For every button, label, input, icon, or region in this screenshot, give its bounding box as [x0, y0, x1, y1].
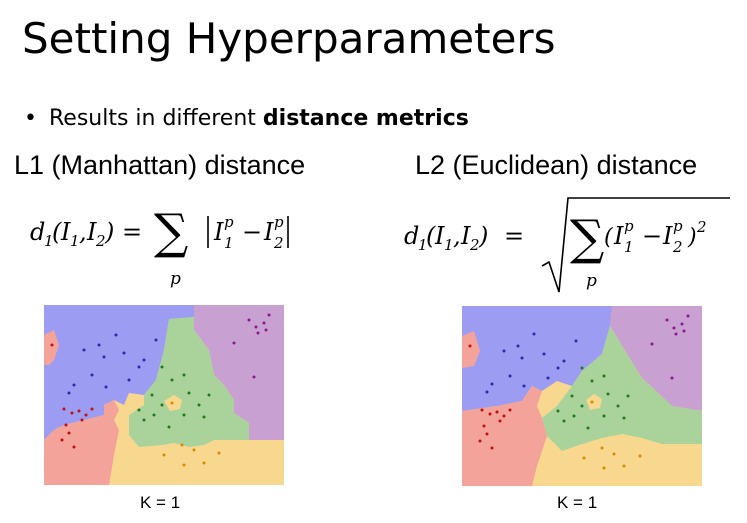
svg-text:∑: ∑ — [570, 210, 604, 266]
l2-region-purple — [610, 306, 702, 411]
l2-formula-graphic: d 1 ( I 1 , I 2 ) = ∑ p ( I 1 p − I 2 p … — [404, 197, 730, 293]
svg-text:=: = — [504, 222, 524, 250]
svg-text:1: 1 — [624, 238, 634, 256]
svg-text:I: I — [86, 218, 97, 246]
svg-text:(: ( — [52, 218, 62, 246]
svg-text:p: p — [224, 213, 234, 231]
svg-text:2: 2 — [273, 234, 284, 252]
svg-text:∑: ∑ — [154, 204, 188, 260]
svg-text:p: p — [586, 271, 597, 291]
svg-text:d: d — [30, 218, 45, 246]
svg-text:p: p — [673, 217, 683, 235]
l1-heading: L1 (Manhattan) distance — [14, 150, 306, 180]
l2-knn-plot — [462, 306, 702, 491]
l1-knn-plot-graphic — [44, 305, 284, 485]
slide-title: Setting Hyperparameters — [22, 14, 556, 63]
bullet-bold-text: distance metrics — [262, 106, 469, 131]
svg-text:): ) — [104, 218, 114, 246]
svg-text:p: p — [624, 217, 634, 235]
svg-text:I: I — [263, 218, 274, 246]
bullet-text: Results in different — [48, 106, 263, 131]
l1-caption: K = 1 — [140, 493, 181, 512]
svg-text:1: 1 — [418, 236, 428, 254]
l1-region-red-top — [44, 330, 59, 365]
l1-purple-points — [232, 313, 271, 379]
l2-region-red-top — [462, 331, 480, 368]
svg-text:1: 1 — [70, 232, 80, 250]
svg-text:,: , — [79, 218, 87, 246]
l1-region-green — [129, 317, 249, 447]
svg-text:): ) — [478, 222, 488, 250]
svg-text:1: 1 — [44, 232, 54, 250]
l2-region-blue — [462, 306, 612, 411]
svg-text:I: I — [434, 222, 445, 250]
bullet-item: • Results in different distance metrics — [24, 106, 469, 131]
l2-knn-plot-graphic — [462, 306, 702, 486]
l1-region-red — [44, 400, 119, 485]
svg-text:I: I — [213, 218, 224, 246]
l2-orange-points — [582, 400, 642, 470]
svg-text:): ) — [687, 225, 697, 250]
l2-blue-points — [485, 332, 578, 394]
l2-region-green — [542, 326, 702, 451]
svg-text:d: d — [404, 222, 419, 250]
svg-text:p: p — [170, 269, 181, 289]
svg-text:p: p — [274, 213, 284, 231]
svg-text:−: − — [642, 222, 662, 250]
svg-text:,: , — [453, 222, 461, 250]
l1-red-points — [50, 343, 94, 449]
svg-text:−: − — [242, 218, 262, 246]
l2-purple-points — [650, 314, 690, 380]
l2-region-yellow-island — [586, 394, 602, 410]
svg-text:1: 1 — [444, 236, 454, 254]
svg-text:I: I — [60, 218, 71, 246]
svg-text:(: ( — [426, 222, 436, 250]
l1-green-points — [137, 365, 211, 429]
svg-text:1: 1 — [224, 234, 234, 252]
l2-formula: d 1 ( I 1 , I 2 ) = ∑ p ( I 1 p − I 2 p … — [404, 192, 734, 300]
l2-region-red — [462, 386, 547, 486]
l2-heading: L2 (Euclidean) distance — [415, 150, 698, 180]
svg-text:(: ( — [604, 225, 613, 250]
l1-knn-plot — [44, 305, 284, 490]
svg-text:2: 2 — [696, 218, 707, 236]
svg-text:I: I — [460, 222, 471, 250]
l1-orange-points — [162, 401, 221, 467]
l1-formula-graphic: d 1 ( I 1 , I 2 ) = ∑ p I 1 p − I 2 p — [30, 204, 289, 289]
l1-formula: d 1 ( I 1 , I 2 ) = ∑ p I 1 p − I 2 p — [30, 196, 350, 300]
l2-caption: K = 1 — [557, 493, 598, 512]
bullet-dot: • — [24, 106, 37, 131]
svg-text:=: = — [122, 218, 142, 246]
l1-region-purple — [194, 305, 284, 440]
svg-text:I: I — [662, 222, 673, 250]
l2-green-points — [556, 366, 630, 430]
l2-red-points — [468, 344, 512, 450]
l1-blue-points — [67, 333, 158, 395]
svg-text:2: 2 — [672, 238, 683, 256]
svg-text:2: 2 — [95, 232, 106, 250]
svg-text:I: I — [613, 222, 624, 250]
svg-text:2: 2 — [469, 236, 480, 254]
